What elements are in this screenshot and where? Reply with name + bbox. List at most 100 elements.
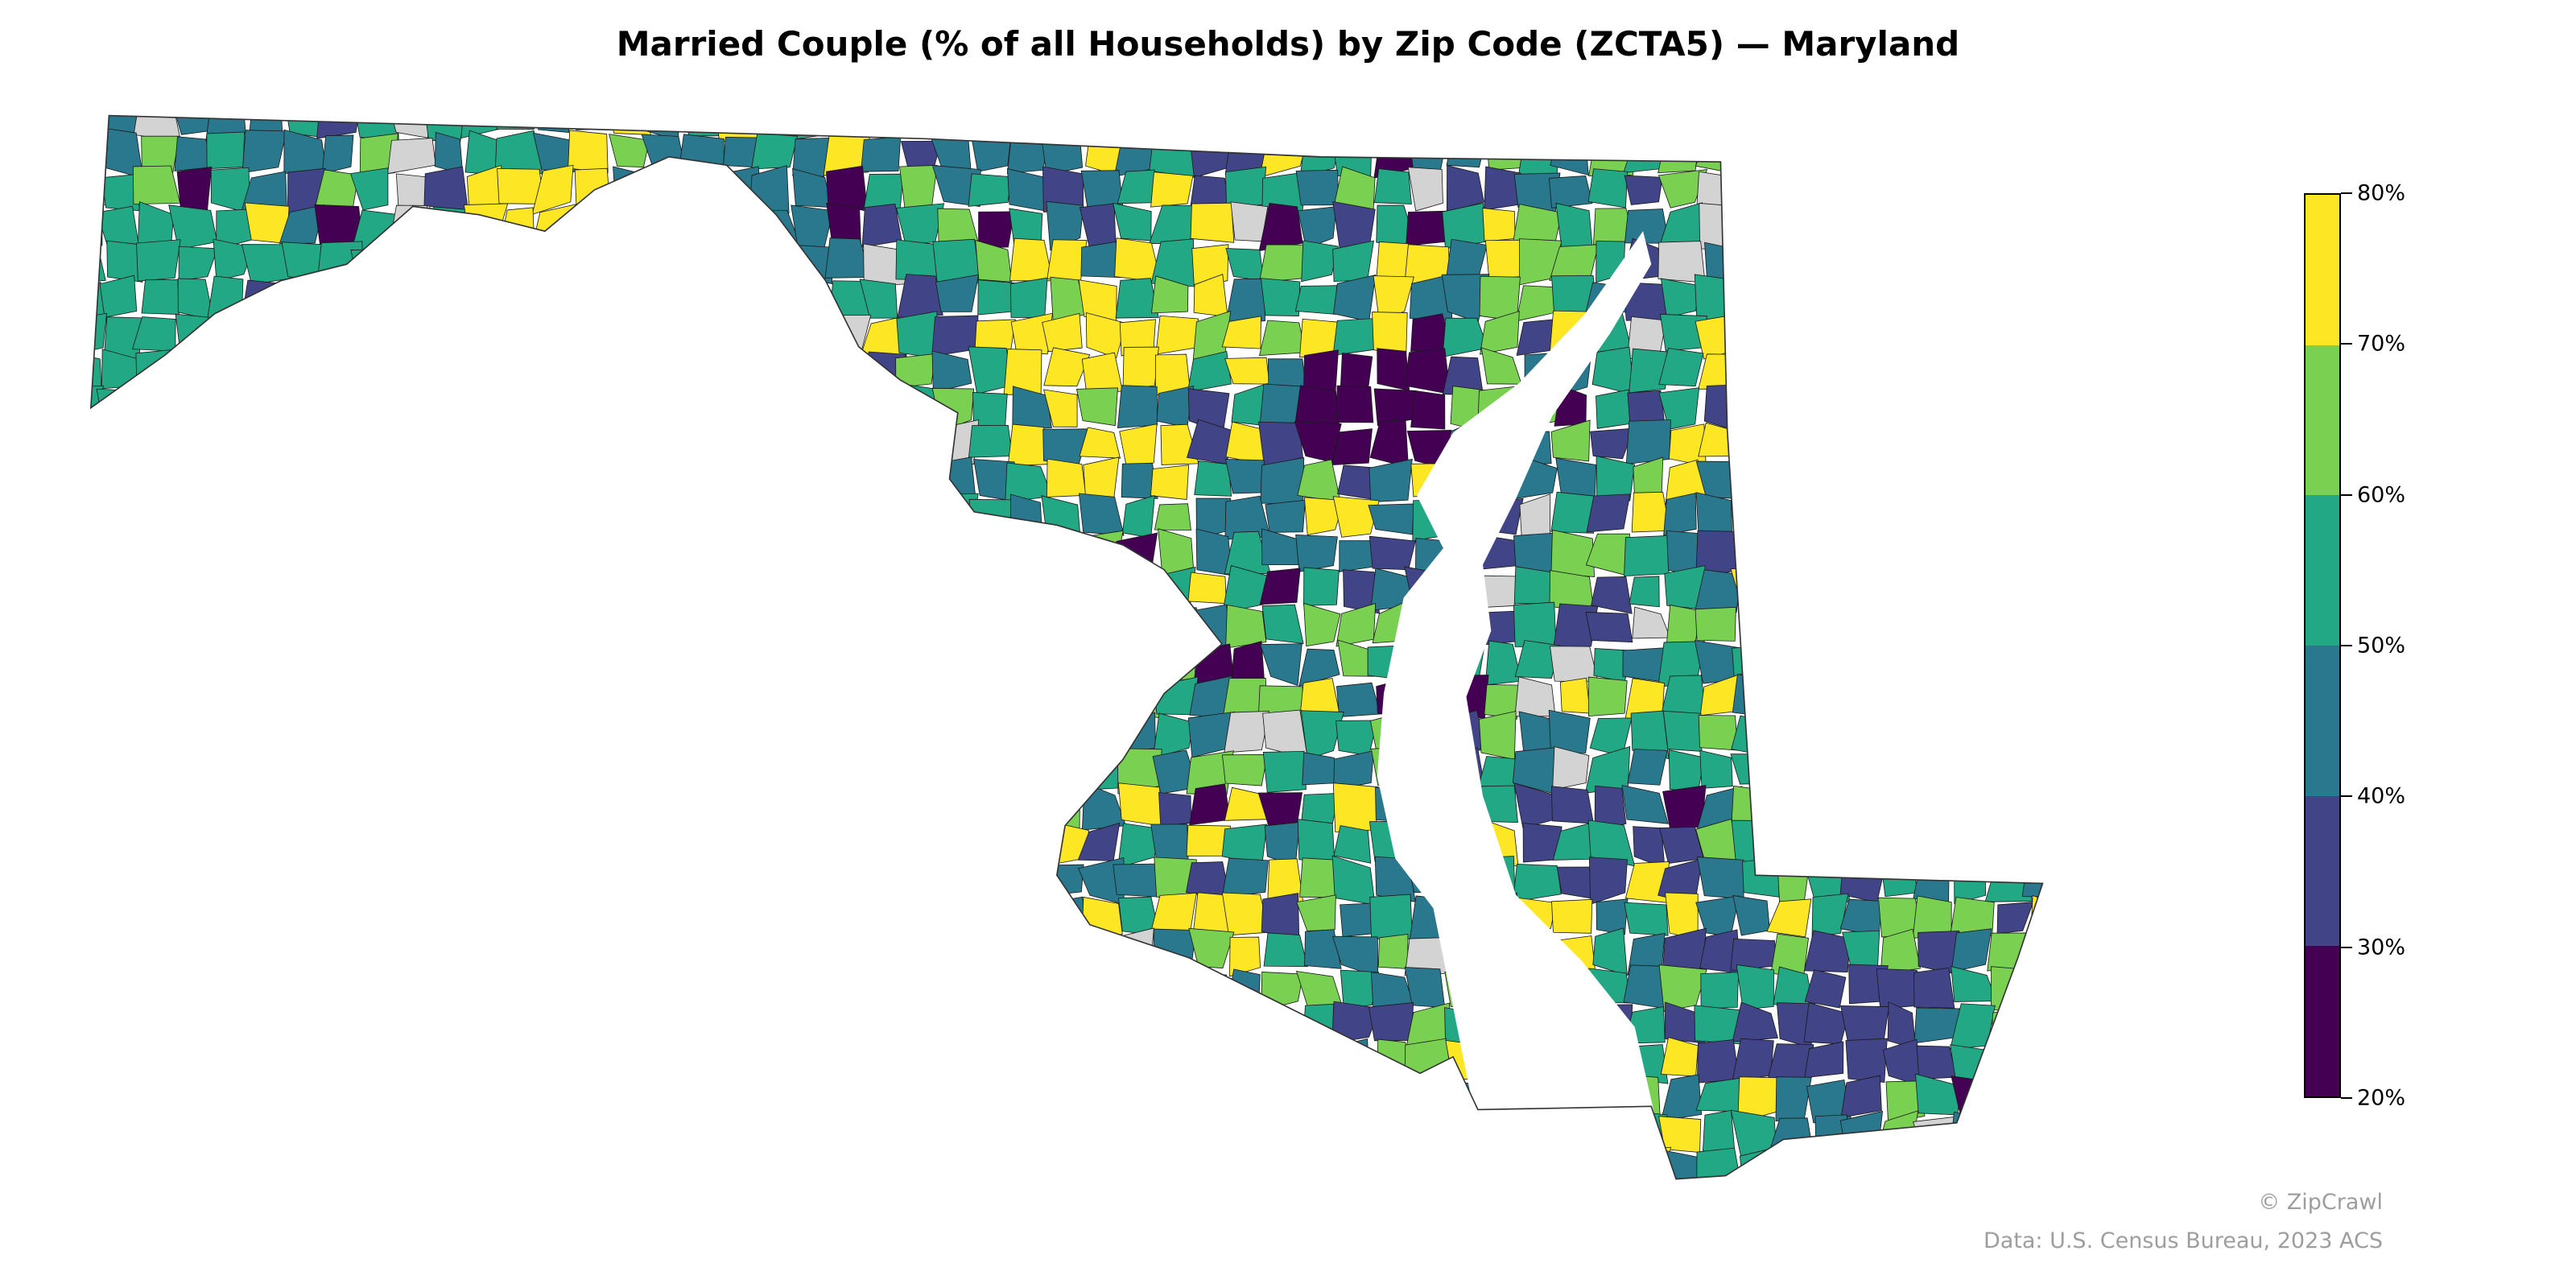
colorbar <box>2304 193 2341 1098</box>
zip-region <box>1118 927 1154 969</box>
zip-region <box>1043 347 1091 387</box>
zip-region <box>469 927 503 977</box>
zip-region <box>1258 421 1303 467</box>
zip-region <box>2022 529 2043 571</box>
zip-region <box>1409 129 1450 174</box>
zip-region <box>1951 790 1996 832</box>
zip-region <box>1740 606 1773 643</box>
zip-region <box>386 239 435 285</box>
zip-region <box>719 1045 762 1084</box>
zip-region <box>134 928 181 972</box>
zip-region <box>180 714 218 750</box>
zip-region <box>318 1156 357 1179</box>
zip-region <box>1550 115 1591 134</box>
zip-region <box>389 646 430 683</box>
zip-region <box>212 748 247 792</box>
zip-region <box>502 390 539 429</box>
zip-region <box>1988 824 2027 867</box>
zip-region <box>1738 501 1773 543</box>
zip-region <box>1775 237 1814 284</box>
zip-region <box>1596 898 1629 935</box>
zip-region <box>139 859 180 905</box>
zip-region <box>392 1115 435 1149</box>
zip-region <box>858 1109 907 1148</box>
zip-region <box>935 1154 978 1179</box>
zip-region <box>572 823 616 866</box>
zip-region <box>1045 970 1084 1012</box>
zip-region <box>1367 115 1413 134</box>
zip-region <box>1697 857 1744 900</box>
zip-region <box>1186 750 1234 795</box>
zip-region <box>1913 283 1955 320</box>
zip-region <box>1811 893 1849 938</box>
zip-region <box>423 313 471 354</box>
zip-region <box>243 749 282 794</box>
zip-region <box>467 529 505 573</box>
zip-region <box>1695 606 1736 642</box>
zip-region <box>459 1075 506 1122</box>
zip-region <box>1621 784 1669 824</box>
zip-region <box>864 1152 906 1179</box>
zip-region <box>1042 312 1083 353</box>
zip-region <box>823 1183 868 1230</box>
zip-region <box>713 931 757 969</box>
zip-region <box>1116 677 1162 719</box>
zip-region <box>96 964 143 1014</box>
map-title: Married Couple (% of all Households) by … <box>616 24 1960 64</box>
zip-region <box>423 242 464 283</box>
zip-region <box>1988 427 2033 469</box>
zip-region <box>1660 1037 1699 1077</box>
zip-region <box>1913 464 1960 502</box>
zip-region <box>1297 206 1337 250</box>
zip-region <box>1876 791 1922 830</box>
zip-region <box>1007 639 1051 682</box>
zip-region <box>1840 115 1889 138</box>
zip-region <box>351 715 396 748</box>
zip-region <box>1591 576 1633 614</box>
zip-region <box>785 1116 831 1154</box>
zip-region <box>390 612 427 650</box>
zip-region <box>1080 530 1124 576</box>
zip-region <box>1296 894 1336 931</box>
zip-region <box>935 1042 981 1087</box>
zip-region <box>1732 239 1776 278</box>
zip-region <box>827 1073 862 1119</box>
zip-region <box>2024 210 2043 246</box>
zip-region <box>1922 606 1955 646</box>
zip-region <box>968 677 1015 718</box>
zip-region <box>1658 387 1700 430</box>
zip-region <box>678 134 724 175</box>
zip-region <box>1298 1075 1335 1113</box>
zip-region <box>1622 647 1666 683</box>
zip-region <box>753 245 791 287</box>
zip-region <box>90 605 109 647</box>
zip-region <box>138 967 175 1010</box>
zip-region <box>570 753 617 788</box>
zip-region <box>1005 1147 1051 1179</box>
zip-region <box>899 420 940 467</box>
zip-region <box>968 929 1018 975</box>
zip-region <box>502 1001 544 1047</box>
zip-region <box>1223 1116 1272 1159</box>
zip-region <box>1005 1038 1054 1085</box>
zip-region <box>1553 1184 1596 1231</box>
zip-region <box>1776 1191 1815 1228</box>
colorbar-tick-label: 50% <box>2357 633 2406 658</box>
zip-region <box>687 1006 725 1045</box>
zip-region <box>1732 283 1778 322</box>
zip-region <box>1516 285 1557 322</box>
zip-region <box>756 1154 797 1179</box>
zip-region <box>538 497 580 532</box>
zip-region <box>1517 131 1561 179</box>
zip-region <box>1996 902 2034 935</box>
zip-region <box>1259 320 1307 357</box>
zip-region <box>499 1116 541 1160</box>
zip-region <box>1003 602 1049 650</box>
zip-region <box>1263 932 1308 968</box>
zip-region <box>1884 168 1923 208</box>
zip-region <box>1771 571 1813 610</box>
zip-region <box>136 386 180 432</box>
zip-region <box>832 972 872 1009</box>
zip-region <box>542 277 576 320</box>
zip-region <box>787 892 836 939</box>
